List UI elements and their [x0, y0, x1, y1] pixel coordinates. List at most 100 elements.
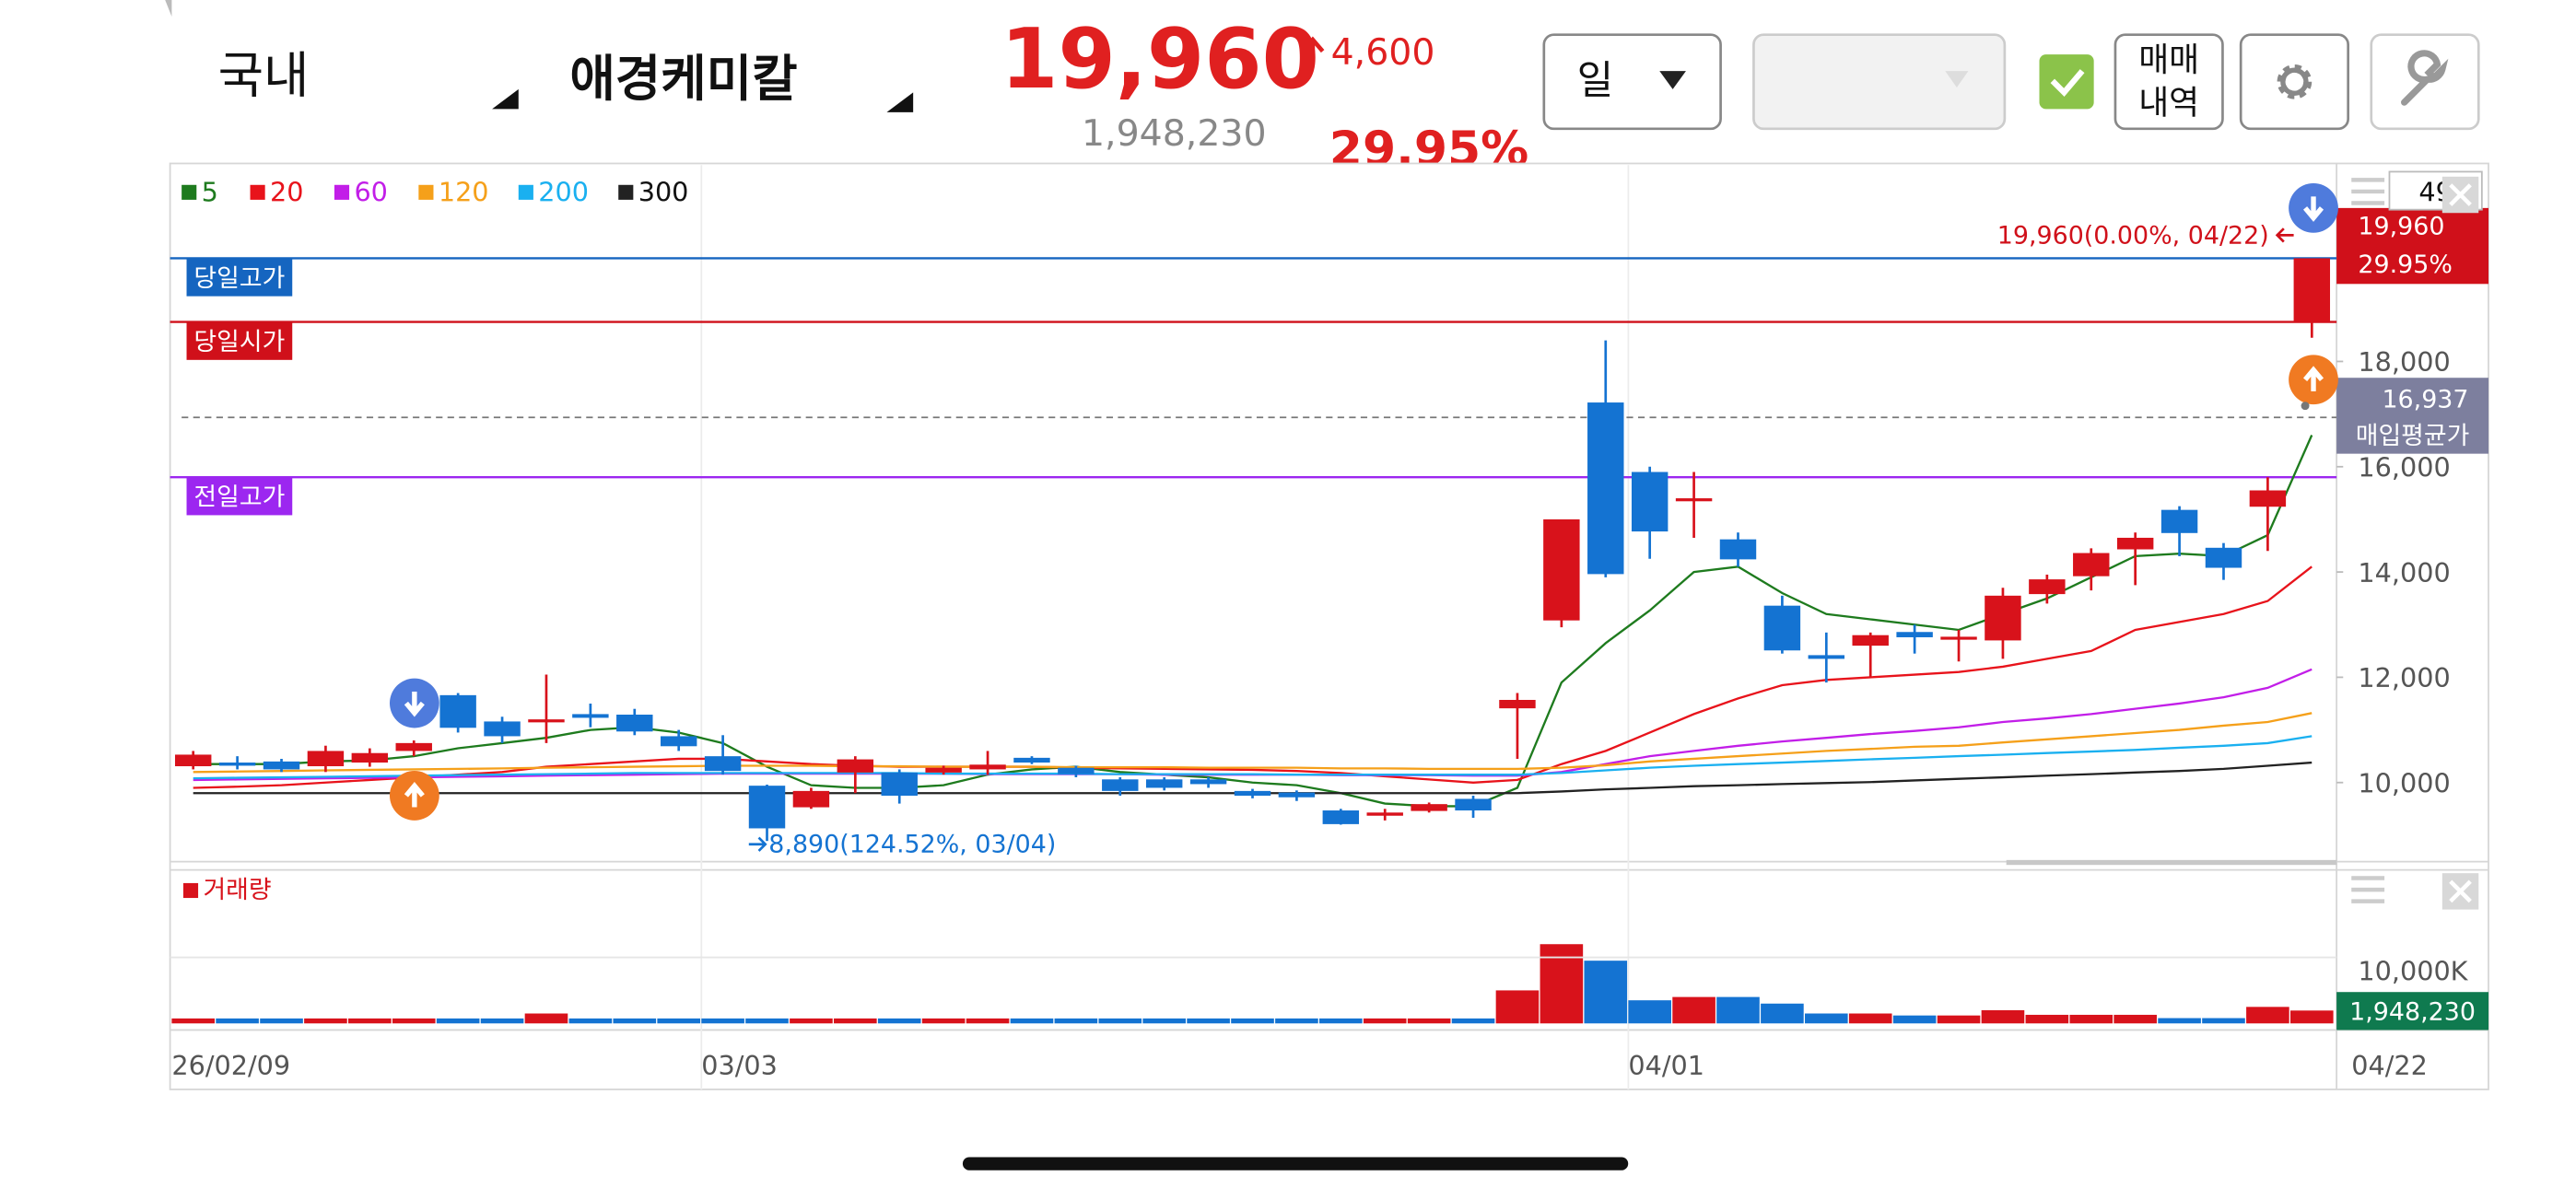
legend-label: 300	[638, 177, 689, 208]
marker-arrow	[404, 781, 425, 808]
annotation-arrow	[2275, 227, 2294, 243]
candle-body	[263, 761, 300, 770]
close-icon-x	[2449, 879, 2472, 903]
volume-bar	[2290, 1010, 2334, 1024]
candle-body	[395, 742, 432, 751]
up-arrow	[1301, 36, 1325, 64]
volume-bar	[1672, 996, 1715, 1024]
checkbox[interactable]	[2039, 54, 2094, 110]
volume-bar	[304, 1018, 347, 1024]
candle-body	[1763, 605, 1801, 651]
candle-body	[1499, 699, 1536, 709]
volume-bar	[2158, 1018, 2201, 1024]
candle-body	[1940, 636, 1977, 640]
volume-bar	[1407, 1018, 1451, 1024]
button-label: 내역	[2138, 85, 2199, 122]
legend-label: 5	[202, 177, 218, 208]
button-label: 매매	[2138, 41, 2199, 79]
gear-icon	[2280, 67, 2309, 96]
volume-bar	[348, 1018, 392, 1024]
wrench-icon	[2401, 50, 2449, 106]
menu-icon	[2351, 876, 2385, 903]
candle-body	[439, 694, 476, 728]
level-label: 당일고가	[193, 264, 285, 293]
average-price-tag	[2336, 378, 2489, 454]
y-tick-label: 14,000	[2358, 557, 2450, 588]
volume-bar	[1010, 1018, 1054, 1024]
volume-bar	[1805, 1013, 1848, 1024]
level-label-box	[186, 321, 293, 360]
candle-body	[1808, 655, 1845, 659]
candle-body	[1145, 779, 1183, 788]
candle-body	[1058, 767, 1095, 775]
candle-body	[616, 714, 653, 732]
stock-name[interactable]: 애경케미칼	[569, 50, 797, 108]
settings-button[interactable]	[2239, 33, 2350, 131]
candle-body	[1013, 757, 1050, 763]
volume-bar	[1761, 1003, 1804, 1024]
candle-body	[1366, 812, 1403, 816]
candle-body	[1719, 539, 1757, 560]
candle-body	[2116, 537, 2154, 550]
x-tick-label: 03/03	[701, 1050, 778, 1081]
candle-body	[1102, 779, 1139, 791]
period-select[interactable]	[1542, 33, 1722, 131]
volume-bar	[921, 1018, 966, 1024]
x-tick-label: 04/01	[1628, 1050, 1704, 1081]
volume-bar	[1495, 990, 1540, 1024]
legend-swatch	[250, 184, 265, 200]
candle-body	[792, 790, 830, 808]
moving-average-line	[193, 735, 2313, 780]
volume-bar	[436, 1018, 480, 1024]
volume-legend-swatch	[182, 882, 199, 899]
candle-body	[1189, 779, 1227, 785]
volume-bar	[877, 1018, 921, 1024]
volume-bar	[1363, 1018, 1407, 1024]
marker-arrow	[2302, 196, 2324, 222]
volume-bar	[613, 1018, 657, 1024]
volume-title: 거래량	[203, 876, 271, 904]
market-select[interactable]: 국내	[218, 46, 310, 104]
volume-bar	[2069, 1014, 2113, 1024]
legend-swatch	[518, 184, 533, 200]
period-label: 일	[1577, 58, 1614, 104]
candle-body	[2029, 579, 2066, 595]
candle-body	[528, 719, 565, 723]
candle-body	[748, 786, 786, 829]
trade-history-button[interactable]	[2113, 33, 2224, 131]
volume-bar	[966, 1018, 1010, 1024]
volume-bar	[1937, 1015, 1981, 1024]
volume-bar	[2246, 1007, 2289, 1024]
trade-volume: 1,948,230	[1082, 112, 1267, 155]
corner-mark	[165, 0, 172, 17]
volume-bar	[1187, 1018, 1230, 1024]
candle-body	[1896, 632, 1933, 637]
price-tag	[2336, 207, 2489, 285]
average-dot	[2301, 402, 2310, 411]
y-tick-label: 18,000	[2358, 346, 2450, 378]
current-price: 19,960	[1001, 12, 1319, 108]
annotation-arrow	[748, 836, 767, 852]
volume-bar	[1892, 1015, 1937, 1024]
volume-tag-label: 1,948,230	[2349, 998, 2476, 1027]
volume-bar	[1716, 996, 1760, 1024]
candle-body	[704, 756, 742, 772]
menu-icon	[2351, 178, 2385, 205]
candle-body	[881, 772, 918, 797]
level-label-box	[186, 258, 293, 297]
volume-bar	[1231, 1018, 1274, 1024]
average-price-label: 16,937	[2382, 385, 2468, 413]
close-icon-x	[2449, 183, 2472, 206]
volume-bar	[2113, 1014, 2157, 1024]
legend-label: 200	[538, 177, 589, 208]
y-tick-label: 10,000	[2358, 767, 2450, 798]
y-tick-label: 16,000	[2358, 452, 2450, 483]
average-price-text: 매입평균가	[2356, 422, 2470, 450]
check-mark	[2050, 69, 2085, 98]
volume-bar	[480, 1018, 524, 1024]
candle-body	[218, 763, 256, 766]
moving-average-line	[193, 712, 2313, 774]
candle-body	[1543, 518, 1580, 621]
